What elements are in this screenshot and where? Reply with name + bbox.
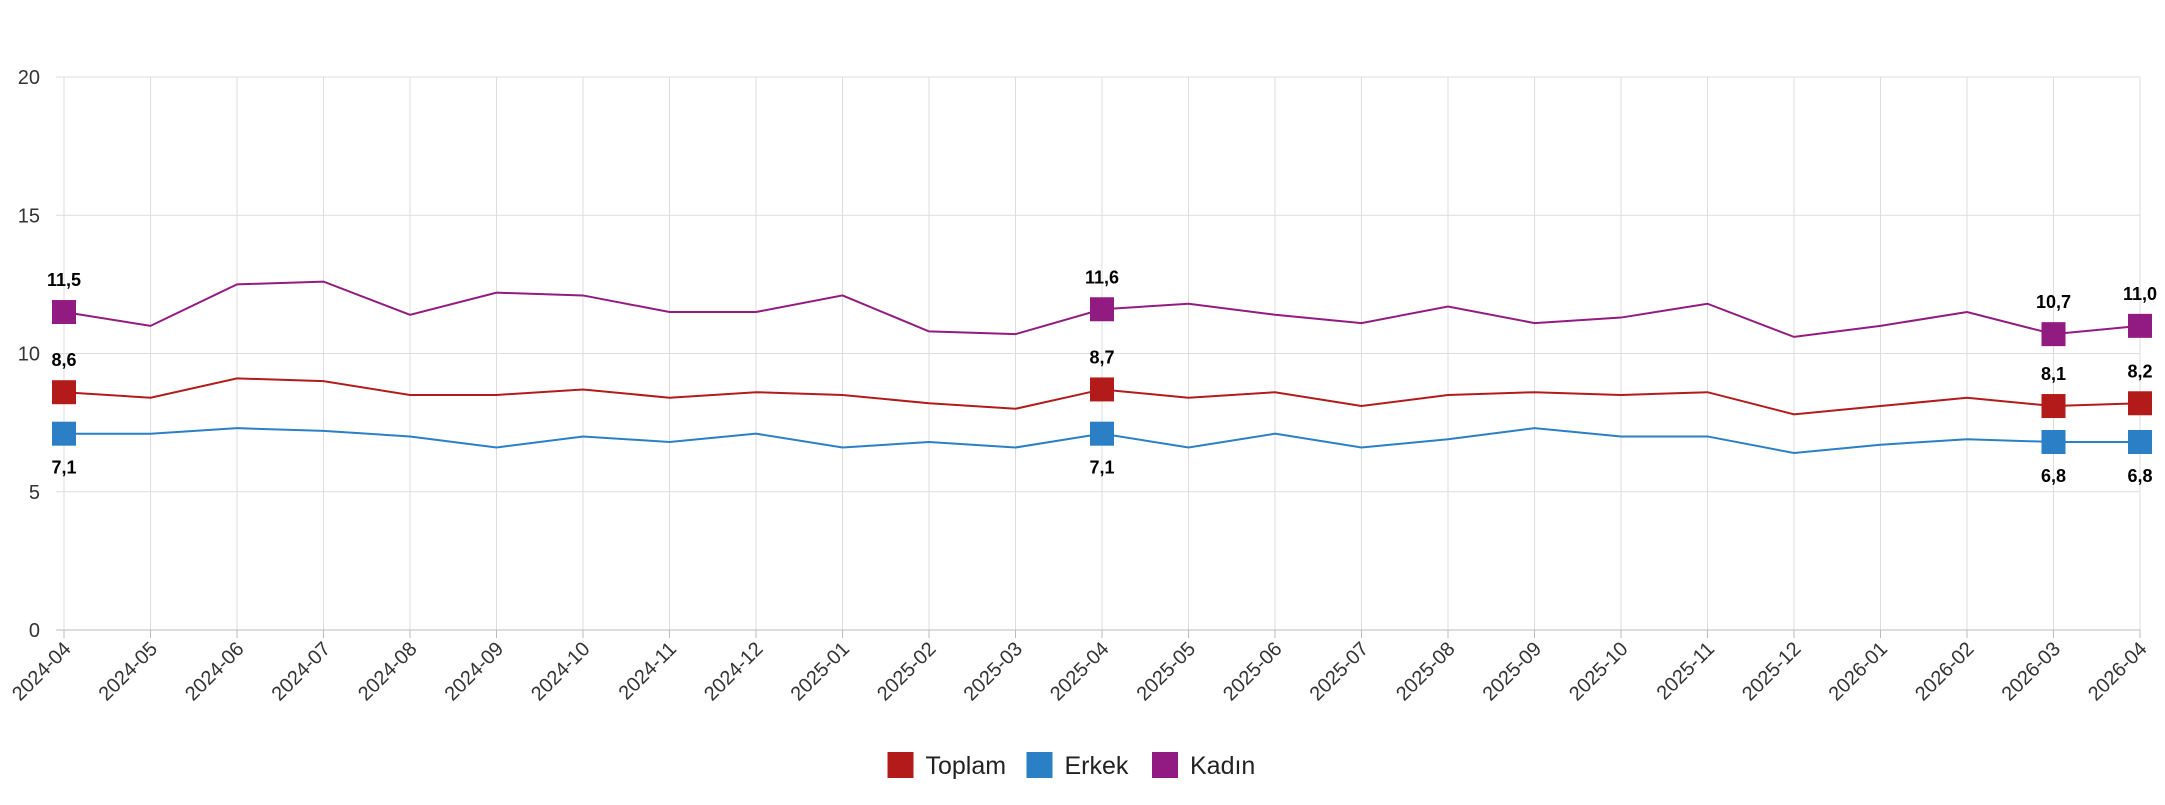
legend-item-toplam[interactable]: Toplam [887,752,1007,780]
x-tick-label: 2025-12 [1738,638,1805,705]
data-marker-erkek[interactable] [52,421,76,446]
x-tick-label: 2025-03 [960,638,1027,705]
x-tick-label: 2024-04 [8,638,75,705]
x-tick-label: 2024-10 [527,638,594,705]
legend-label: Kadın [1190,752,1255,780]
data-marker-erkek[interactable] [2041,429,2066,454]
data-label-toplam: 8,1 [2041,364,2066,384]
series [52,280,2152,455]
x-tick-label: 2024-09 [441,638,508,705]
data-labels: 8,6 8,7 8,1 8,2 7,1 7,1 6,8 6,8 11,5 11,6 10,7 11,0 [47,267,2157,486]
x-tick-label: 2024-11 [615,638,681,704]
x-tick-label: 2026-04 [2084,638,2151,705]
x-tick-label: 2024-05 [95,638,162,705]
data-marker-toplam[interactable] [1090,377,1114,402]
data-label-kad-n: 10,7 [2036,292,2071,312]
y-tick-label: 5 [29,482,40,504]
x-tick-label: 2026-02 [1911,638,1978,705]
legend[interactable]: Toplam Erkek Kadın [887,752,1256,780]
x-tick-label: 2025-06 [1219,638,1286,705]
data-label-erkek: 7,1 [51,458,76,478]
data-label-kad-n: 11,5 [47,270,81,290]
x-tick-label: 2025-08 [1392,638,1459,705]
x-tick-label: 2026-03 [1998,638,2065,705]
data-label-toplam: 8,7 [1089,347,1114,367]
legend-label: Toplam [926,752,1007,780]
data-marker-kad-n[interactable] [52,300,76,325]
y-tick-label: 15 [18,205,40,227]
data-label-toplam: 8,6 [51,350,76,370]
y-axis-ticks: 0 5 10 15 20 [18,67,40,642]
x-tick-label: 2025-11 [1653,638,1719,704]
data-marker-kad-n[interactable] [2128,313,2152,338]
data-marker-erkek[interactable] [2128,429,2152,454]
legend-swatch [887,752,914,778]
legend-swatch [1152,752,1178,778]
legend-swatch [1026,752,1053,778]
data-marker-kad-n[interactable] [2041,322,2066,347]
x-tick-label: 2025-10 [1565,638,1632,705]
data-marker-toplam[interactable] [2041,394,2066,419]
grid [56,76,2141,638]
data-marker-kad-n[interactable] [1090,297,1114,322]
data-label-erkek: 6,8 [2041,466,2066,486]
y-tick-label: 0 [29,620,40,642]
x-tick-label: 2024-12 [700,638,767,705]
legend-item-erkek[interactable]: Erkek [1026,752,1129,780]
x-axis-ticks: 2024-04 2024-05 2024-06 2024-07 2024-08 2024-… [8,638,2151,705]
x-tick-label: 2025-04 [1046,638,1113,705]
x-tick-label: 2026-01 [1825,638,1892,705]
data-label-erkek: 6,8 [2127,466,2152,486]
x-tick-label: 2025-01 [787,638,854,705]
legend-label: Erkek [1065,752,1129,780]
data-marker-toplam[interactable] [2128,391,2152,416]
data-label-kad-n: 11,6 [1085,267,1119,287]
legend-item-kad-n[interactable]: Kadın [1152,752,1255,780]
x-tick-label: 2024-06 [181,638,248,705]
x-tick-label: 2025-02 [873,638,940,705]
x-tick-label: 2024-08 [354,638,421,705]
x-tick-label: 2025-07 [1306,638,1373,705]
data-label-erkek: 7,1 [1089,458,1114,478]
x-tick-label: 2025-05 [1133,638,1200,705]
data-label-kad-n: 11,0 [2123,284,2157,304]
data-marker-toplam[interactable] [52,380,76,405]
x-tick-label: 2025-09 [1479,638,1546,705]
y-tick-label: 10 [18,344,40,366]
data-label-toplam: 8,2 [2127,361,2152,381]
data-marker-erkek[interactable] [1090,421,1114,446]
y-tick-label: 20 [18,67,40,89]
x-tick-label: 2024-07 [268,638,335,705]
